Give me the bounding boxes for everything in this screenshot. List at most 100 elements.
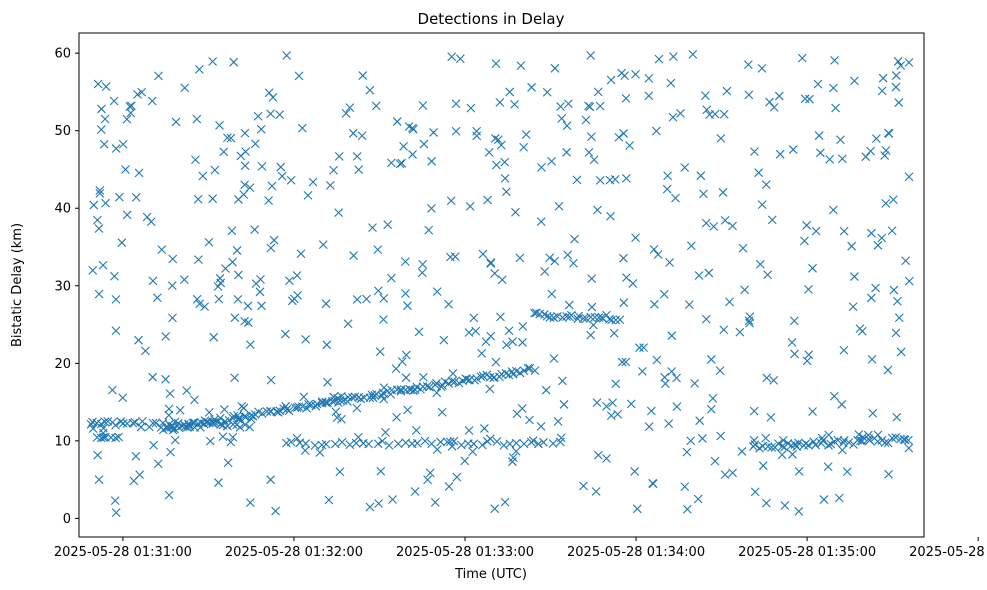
detection-marker <box>230 373 239 383</box>
detection-marker <box>141 346 150 356</box>
y-tick-label: 40 <box>54 202 71 217</box>
detection-marker <box>492 160 501 170</box>
detection-marker <box>397 357 407 366</box>
detection-marker <box>321 397 330 407</box>
detection-marker <box>490 504 500 514</box>
detection-marker <box>96 125 106 134</box>
detection-marker <box>888 195 898 205</box>
detection-marker <box>98 260 108 270</box>
detection-marker <box>896 61 906 70</box>
chart-title: Detections in Delay <box>418 10 565 28</box>
detection-marker <box>856 436 865 446</box>
detection-marker <box>93 215 102 225</box>
detection-marker <box>175 405 185 415</box>
detection-marker <box>412 438 422 448</box>
detection-marker <box>218 432 228 442</box>
detection-marker <box>321 439 331 449</box>
detection-marker <box>215 273 225 283</box>
detection-marker <box>839 435 849 445</box>
detection-marker <box>619 129 629 138</box>
detection-marker <box>584 147 594 157</box>
detection-marker <box>94 289 104 299</box>
detection-marker <box>877 86 887 96</box>
detection-marker <box>167 281 177 291</box>
detection-marker <box>788 449 797 459</box>
detection-marker <box>525 415 534 425</box>
detection-marker <box>873 240 883 250</box>
detection-marker <box>699 189 708 199</box>
detection-marker <box>830 55 839 65</box>
detection-marker <box>844 438 854 447</box>
y-tick-label: 50 <box>54 124 71 139</box>
detection-marker <box>408 124 418 134</box>
detection-marker <box>364 439 374 449</box>
detection-marker <box>362 294 371 304</box>
detection-marker <box>778 435 788 445</box>
detection-marker <box>801 439 811 448</box>
detection-marker <box>816 148 825 158</box>
detection-marker <box>644 91 654 101</box>
detection-marker <box>285 276 294 286</box>
detection-marker <box>480 424 489 433</box>
detection-marker <box>418 101 428 110</box>
detection-marker <box>608 398 617 408</box>
detection-marker <box>491 59 501 68</box>
detection-marker <box>854 430 864 439</box>
detection-marker <box>667 331 677 341</box>
detection-marker <box>95 188 105 198</box>
detection-marker <box>664 419 674 429</box>
detection-marker <box>147 96 157 106</box>
detection-marker <box>276 162 286 172</box>
detection-marker <box>451 126 461 136</box>
detection-marker <box>816 438 826 448</box>
detection-marker <box>631 233 640 243</box>
detection-marker <box>134 335 143 345</box>
detection-marker <box>804 440 813 450</box>
detection-marker <box>168 313 177 323</box>
detection-marker <box>257 301 266 311</box>
detection-marker <box>500 157 510 167</box>
detection-marker <box>445 437 455 447</box>
detection-marker <box>668 112 678 122</box>
detection-marker <box>867 354 877 364</box>
detection-marker <box>200 302 209 312</box>
detection-marker <box>310 441 320 450</box>
detection-marker <box>161 332 171 341</box>
detection-marker <box>401 257 410 267</box>
detection-marker <box>563 250 573 260</box>
detection-marker <box>528 436 538 446</box>
detection-marker <box>460 456 470 466</box>
detection-marker <box>240 161 250 171</box>
detection-marker <box>466 103 476 113</box>
detection-marker <box>592 398 602 408</box>
detection-marker <box>880 151 890 160</box>
detection-marker <box>667 367 677 376</box>
detection-marker <box>256 124 266 134</box>
detection-marker <box>794 506 804 516</box>
detection-marker <box>621 174 631 183</box>
detection-marker <box>420 436 430 446</box>
detection-marker <box>654 54 664 64</box>
detection-marker <box>595 175 605 185</box>
detection-marker <box>493 135 503 145</box>
detection-marker <box>137 87 147 97</box>
detection-marker <box>904 435 913 445</box>
detection-marker <box>418 259 428 269</box>
detection-marker <box>204 407 214 417</box>
detection-marker <box>483 195 493 205</box>
detection-marker <box>375 347 385 357</box>
detection-marker <box>240 180 250 190</box>
detection-marker <box>162 423 171 433</box>
detection-marker <box>773 439 783 448</box>
detection-marker <box>417 268 427 278</box>
detection-marker <box>564 99 573 109</box>
detection-marker <box>649 244 659 254</box>
detection-marker <box>226 437 236 447</box>
detection-marker <box>652 355 662 365</box>
detection-marker <box>586 312 596 322</box>
detection-marker <box>761 498 771 508</box>
detection-marker <box>630 467 640 476</box>
detection-marker <box>329 165 338 175</box>
detection-marker <box>168 254 178 264</box>
